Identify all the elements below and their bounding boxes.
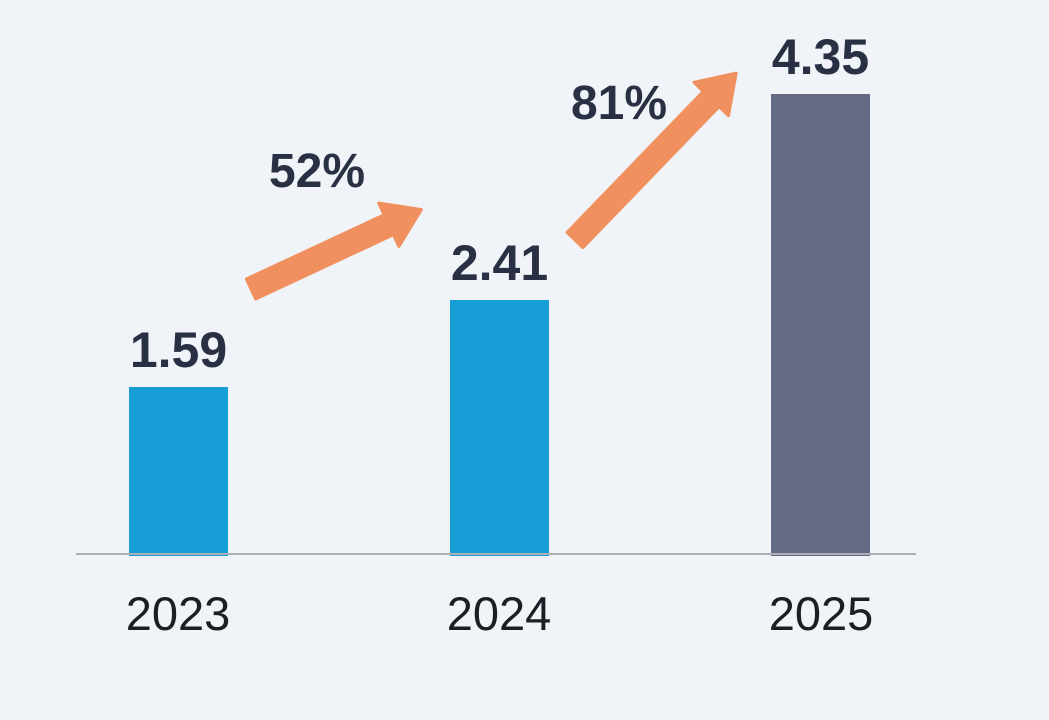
bar-group-2023: 1.59 (129, 325, 228, 556)
growth-pct-label-2024-2025: 81% (570, 77, 668, 130)
bar-value-label-2025: 4.35 (771, 29, 870, 85)
x-tick-label-2023: 2023 (125, 587, 231, 640)
growth-arrow-icon-2024-2025 (565, 71, 738, 250)
x-tick-label-2025: 2025 (768, 587, 874, 640)
bar-2024 (450, 300, 549, 556)
bar-2025 (771, 94, 870, 556)
growth-pct-label-2023-2024: 52% (268, 145, 366, 198)
bar-value-label-2024: 2.41 (450, 235, 549, 291)
bar-group-2025: 4.35 (771, 32, 870, 556)
growth-arrow-icon-2023-2024 (244, 201, 423, 301)
bar-group-2024: 2.41 (450, 238, 549, 556)
x-tick-label-2024: 2024 (446, 587, 552, 640)
bar-value-label-2023: 1.59 (129, 322, 228, 378)
x-axis-line (76, 553, 916, 555)
bar-2023 (129, 387, 228, 556)
